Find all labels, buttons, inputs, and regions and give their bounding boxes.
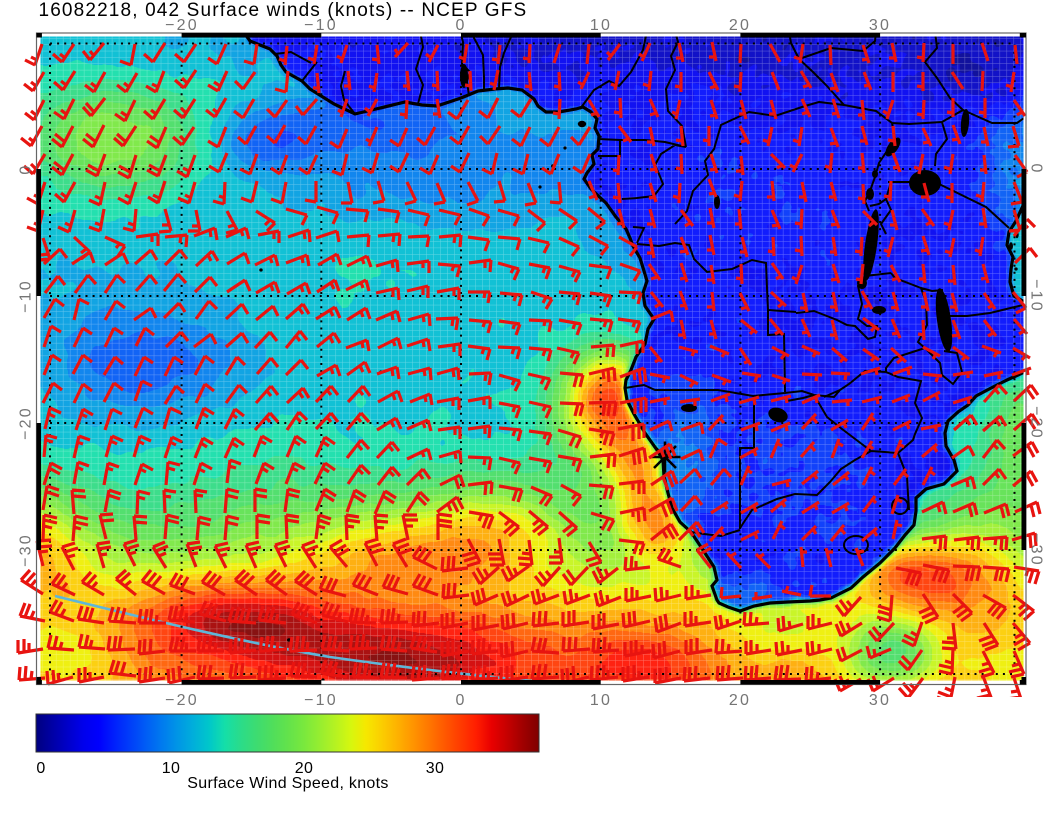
- svg-text:10: 10: [590, 692, 612, 709]
- svg-text:−20: −20: [165, 17, 199, 34]
- svg-text:10: 10: [162, 760, 180, 777]
- svg-text:0: 0: [36, 760, 45, 777]
- svg-text:16082218, 042 Surface winds (k: 16082218, 042 Surface winds (knots) -- N…: [39, 0, 528, 21]
- svg-text:0: 0: [455, 692, 466, 709]
- svg-text:30: 30: [869, 692, 891, 709]
- svg-text:0: 0: [1028, 163, 1045, 174]
- svg-text:−30: −30: [18, 533, 35, 567]
- svg-text:−20: −20: [165, 692, 199, 709]
- svg-text:−20: −20: [1028, 406, 1045, 440]
- svg-text:30: 30: [426, 760, 444, 777]
- svg-text:Surface Wind Speed, knots: Surface Wind Speed, knots: [187, 775, 388, 792]
- svg-text:−10: −10: [1028, 279, 1045, 313]
- svg-text:−10: −10: [18, 279, 35, 313]
- svg-text:10: 10: [590, 17, 612, 34]
- svg-text:−30: −30: [1028, 533, 1045, 567]
- svg-text:−10: −10: [304, 692, 338, 709]
- svg-text:−10: −10: [304, 17, 338, 34]
- svg-text:0: 0: [18, 163, 35, 174]
- svg-text:20: 20: [295, 760, 313, 777]
- svg-text:30: 30: [869, 17, 891, 34]
- svg-text:−20: −20: [18, 406, 35, 440]
- svg-text:0: 0: [455, 17, 466, 34]
- svg-text:20: 20: [729, 692, 751, 709]
- svg-text:20: 20: [729, 17, 751, 34]
